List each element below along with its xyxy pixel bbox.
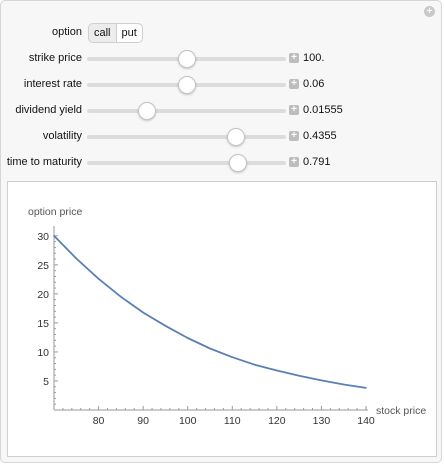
strike-price-slider[interactable] bbox=[87, 50, 286, 68]
x-tick-label: 110 bbox=[224, 415, 241, 427]
data-point bbox=[342, 383, 345, 386]
x-tick-label: 90 bbox=[137, 415, 149, 427]
data-point bbox=[365, 387, 367, 389]
x-tick-label: 140 bbox=[357, 415, 375, 427]
data-point bbox=[209, 347, 211, 350]
option-put-button[interactable]: put bbox=[115, 23, 143, 43]
y-tick-label: 10 bbox=[37, 347, 49, 359]
interest-rate-label: interest rate bbox=[23, 78, 82, 90]
y-tick-label: 20 bbox=[37, 289, 49, 301]
volatility-slider-thumb[interactable] bbox=[227, 128, 246, 146]
interest-rate-expand-icon[interactable]: + bbox=[289, 79, 299, 89]
volatility-expand-icon[interactable]: + bbox=[289, 131, 299, 141]
time-to-maturity-row: time to maturity + 0.791 bbox=[1, 153, 444, 173]
plot-panel: 80 90 100 110 120 130 140 5 10 15 20 25 30 option pri… bbox=[7, 181, 437, 457]
data-point bbox=[142, 311, 144, 314]
data-point bbox=[53, 235, 55, 237]
data-point bbox=[231, 356, 234, 358]
strike-price-value: 100. bbox=[303, 52, 325, 64]
volatility-row: volatility + 0.4355 bbox=[1, 127, 444, 147]
data-point bbox=[298, 374, 300, 377]
data-point bbox=[97, 277, 100, 280]
x-tick-label: 100 bbox=[179, 415, 197, 427]
x-tick-label: 130 bbox=[313, 415, 331, 427]
time-to-maturity-label: time to maturity bbox=[6, 156, 82, 168]
strike-price-row: strike price + 100. bbox=[1, 49, 444, 69]
data-point bbox=[320, 379, 323, 382]
series-line bbox=[53, 235, 367, 389]
dividend-yield-row: dividend yield + 0.01555 bbox=[1, 101, 444, 121]
strike-price-expand-icon[interactable]: + bbox=[289, 53, 299, 63]
time-to-maturity-slider-thumb[interactable] bbox=[229, 154, 248, 172]
dividend-yield-value: 0.01555 bbox=[303, 104, 343, 116]
interest-rate-value: 0.06 bbox=[303, 78, 325, 90]
strike-price-slider-thumb[interactable] bbox=[177, 50, 196, 68]
interest-rate-slider[interactable] bbox=[87, 76, 286, 94]
option-price-chart: 80 90 100 110 120 130 140 5 10 15 20 25 30 option pri… bbox=[28, 206, 426, 427]
volatility-label: volatility bbox=[42, 130, 82, 142]
option-row: option call put bbox=[1, 23, 444, 43]
x-axis-label: stock price bbox=[376, 405, 426, 417]
data-point bbox=[276, 369, 278, 372]
dividend-yield-slider-thumb[interactable] bbox=[137, 102, 156, 120]
time-to-maturity-value: 0.791 bbox=[303, 156, 331, 168]
y-tick-label: 5 bbox=[43, 376, 49, 388]
interest-rate-row: interest rate + 0.06 bbox=[1, 75, 444, 95]
y-tick-label: 15 bbox=[37, 318, 49, 330]
dividend-yield-slider[interactable] bbox=[87, 102, 286, 120]
data-point bbox=[120, 295, 122, 298]
option-setter: call put bbox=[88, 23, 143, 43]
y-tick-label: 25 bbox=[37, 260, 49, 272]
x-tick-label: 80 bbox=[93, 415, 105, 427]
dividend-yield-label: dividend yield bbox=[15, 104, 82, 116]
strike-price-label: strike price bbox=[28, 52, 82, 64]
volatility-slider[interactable] bbox=[87, 128, 286, 146]
data-point bbox=[164, 325, 167, 327]
data-point bbox=[75, 257, 78, 260]
x-tick-label: 120 bbox=[268, 415, 286, 427]
interest-rate-slider-thumb[interactable] bbox=[177, 76, 196, 94]
volatility-value: 0.4355 bbox=[303, 130, 337, 142]
data-point bbox=[186, 337, 189, 339]
time-to-maturity-slider[interactable] bbox=[87, 154, 286, 172]
time-to-maturity-expand-icon[interactable]: + bbox=[289, 157, 299, 167]
y-axis-label: option price bbox=[28, 206, 82, 218]
option-call-button[interactable]: call bbox=[88, 23, 116, 43]
option-label: option bbox=[52, 26, 82, 38]
data-point bbox=[253, 363, 256, 366]
panel-options-icon[interactable]: + bbox=[424, 6, 435, 17]
y-tick-label: 30 bbox=[37, 231, 49, 243]
dividend-yield-expand-icon[interactable]: + bbox=[289, 105, 299, 115]
